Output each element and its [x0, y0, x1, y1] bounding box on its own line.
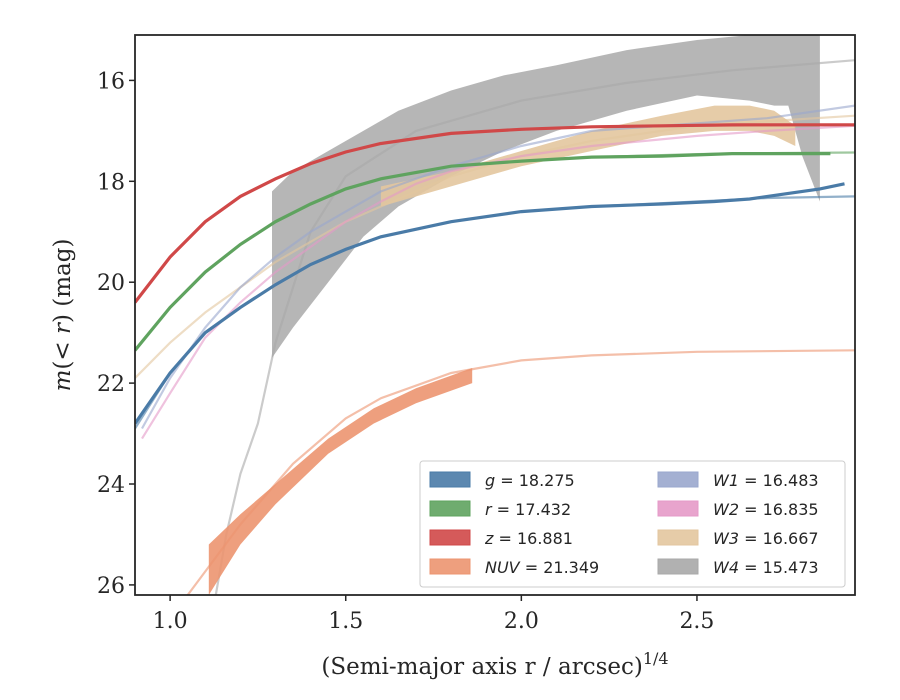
legend-swatch-W2 [657, 500, 699, 517]
legend-label-z: z = 16.881 [484, 529, 573, 548]
legend-label-NUV: NUV = 21.349 [485, 558, 599, 577]
y-tick-label: 26 [97, 574, 125, 599]
legend-label-r: r = 17.432 [485, 500, 571, 519]
legend-box [419, 460, 846, 588]
legend-swatch-W3 [657, 529, 699, 546]
legend-swatch-z [429, 529, 471, 546]
axis-ticks: 16 18 20 22 24 26 1.0 1.5 2.0 2.5 [97, 69, 714, 634]
model-line-r [135, 151, 855, 351]
legend-label-W4: W4 = 15.473 [713, 558, 819, 577]
x-tick-label: 2.0 [504, 609, 539, 634]
band-NUV [208, 368, 473, 595]
plot-area [135, 35, 855, 595]
legend-label-W3: W3 = 16.667 [713, 529, 819, 548]
model-line-g [135, 195, 855, 430]
y-tick-label: 18 [97, 170, 125, 195]
x-axis-label: (Semi-major axis r / arcsec)1/4 [321, 649, 668, 680]
y-axis-label: m(< r) (mag) [50, 239, 76, 392]
legend-label-W2: W2 = 16.835 [713, 500, 819, 519]
y-tick-label: 22 [97, 372, 125, 397]
data-line-z [135, 123, 855, 304]
legend-swatch-g [429, 471, 471, 488]
x-tick-label: 2.5 [679, 609, 714, 634]
y-tick-label: 20 [97, 271, 125, 296]
data-line-g [135, 182, 845, 425]
legend-label-g: g = 18.275 [485, 471, 575, 490]
y-tick-label: 24 [97, 473, 125, 498]
legend: g = 18.275 r = 17.432 z = 16.881 NUV = 21.3… [419, 460, 846, 588]
plot-frame [134, 34, 856, 596]
x-tick-label: 1.5 [328, 609, 363, 634]
legend-swatch-W4 [657, 558, 699, 575]
legend-swatch-r [429, 500, 471, 517]
legend-swatch-W1 [657, 471, 699, 488]
x-tick-label: 1.0 [153, 609, 188, 634]
band-W4 [272, 35, 820, 358]
model-line-NUV [186, 349, 855, 595]
legend-swatch-NUV [429, 558, 471, 575]
data-line-r [135, 152, 831, 352]
y-tick-label: 16 [97, 69, 125, 94]
legend-label-W1: W1 = 16.483 [713, 471, 819, 490]
model-line-W4 [214, 59, 855, 595]
band-W3 [380, 105, 796, 207]
